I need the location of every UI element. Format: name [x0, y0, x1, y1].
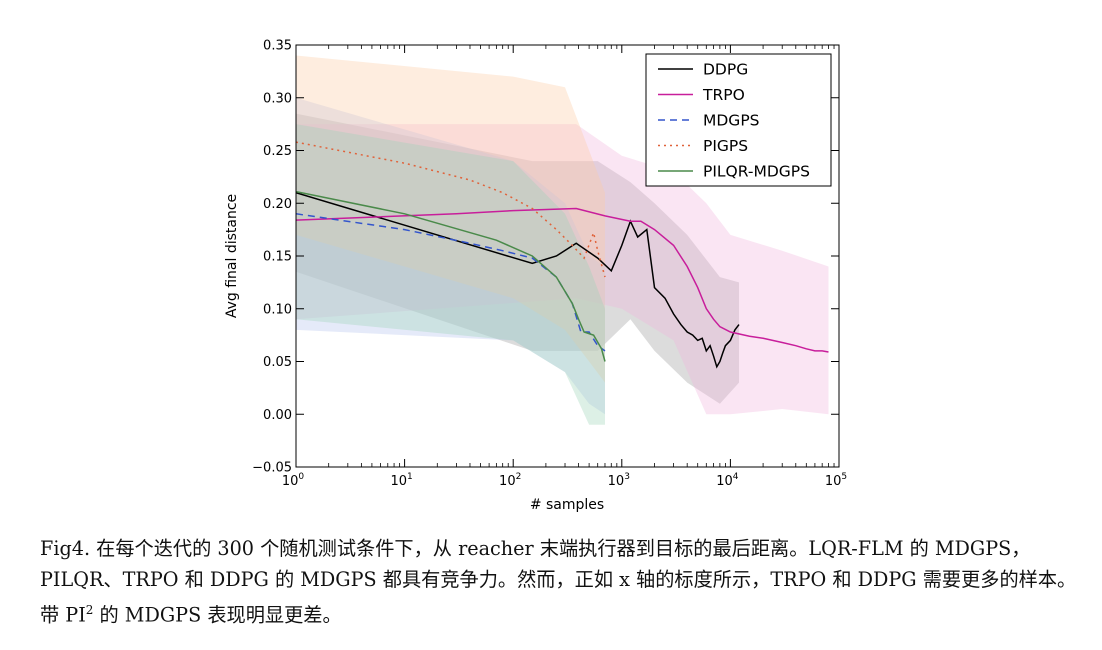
- band-mdgps: [296, 97, 605, 415]
- legend-label-trpo: TRPO: [702, 86, 745, 104]
- x-tick-label: 101: [390, 472, 412, 489]
- legend: DDPG TRPO MDGPS PIGPS PILQR-MDGPS: [645, 53, 832, 187]
- line-trpo: [296, 207, 829, 353]
- y-tick-label: 0.10: [263, 302, 292, 317]
- y-tick-label: 0.20: [263, 197, 292, 212]
- band-pilqr-mdgps: [296, 124, 605, 425]
- chart: 100 101 102 103 104 105 −0.05 0.00 0.05 0.10 0.15…: [224, 39, 847, 514]
- y-tick-label: 0.00: [263, 408, 292, 423]
- y-tick-label: 0.25: [263, 144, 292, 159]
- caption-text-part1: 在每个迭代的 300 个随机测试条件下，从 reacher 末端执行器到目标的最…: [40, 537, 1077, 627]
- legend-label-pigps: PIGPS: [703, 137, 748, 155]
- y-tick-label: 0.35: [263, 39, 292, 54]
- caption-superscript: 2: [85, 603, 94, 617]
- caption-text-part2: 的 MDGPS 表现明显更差。: [93, 603, 342, 627]
- y-tick-label: 0.05: [263, 355, 292, 370]
- legend-label-pilqr-mdgps: PILQR-MDGPS: [703, 163, 810, 181]
- figure-caption: Fig4. 在每个迭代的 300 个随机测试条件下，从 reacher 末端执行…: [40, 533, 1080, 630]
- y-tick-label: 0.15: [263, 250, 292, 265]
- x-tick-label: 100: [282, 472, 305, 489]
- y-axis-label: Avg final distance: [224, 194, 240, 318]
- x-tick-label: 103: [608, 472, 630, 489]
- confidence-bands: [296, 55, 829, 425]
- legend-label-ddpg: DDPG: [703, 61, 748, 79]
- band-pigps: [296, 55, 605, 383]
- caption-fig-label: Fig4.: [40, 537, 91, 560]
- y-tick-label: 0.30: [263, 91, 292, 106]
- series-lines: [296, 141, 829, 369]
- x-tick-label: 102: [499, 472, 521, 489]
- line-pilqr-mdgps: [296, 190, 606, 362]
- x-axis: 100 101 102 103 104 105: [282, 45, 847, 489]
- y-axis: −0.05 0.00 0.05 0.10 0.15 0.20 0.25 0.30 0.35: [252, 39, 839, 476]
- band-trpo: [296, 124, 829, 415]
- y-tick-label: −0.05: [252, 461, 292, 476]
- x-tick-label: 105: [825, 472, 847, 489]
- legend-label-mdgps: MDGPS: [703, 112, 760, 130]
- line-ddpg: [296, 191, 740, 369]
- x-tick-label: 104: [716, 472, 739, 489]
- x-axis-label: # samples: [530, 497, 604, 513]
